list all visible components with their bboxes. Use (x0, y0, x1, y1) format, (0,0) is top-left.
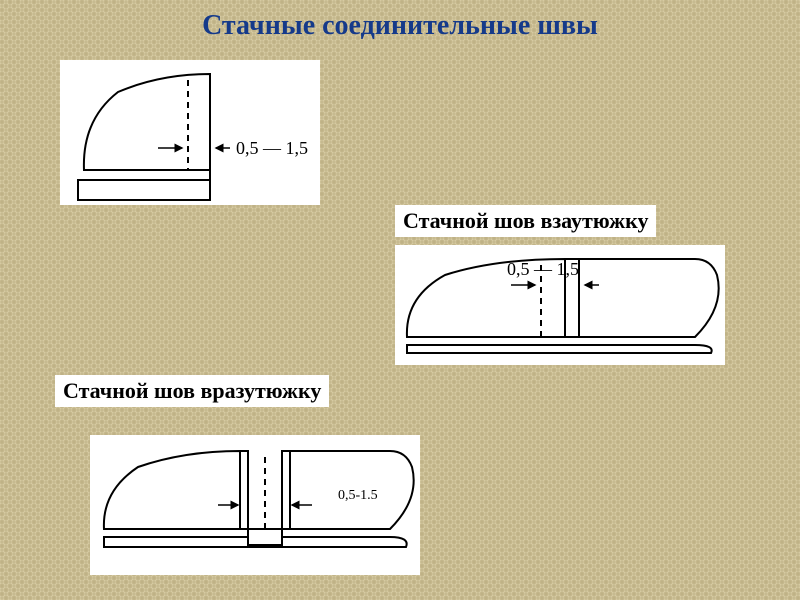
diagram-seam-vrazutyuzhku: 0,5-1.5 (90, 435, 420, 575)
page-title: Стачные соединительные швы (0, 10, 800, 42)
dimension-text-3: 0,5-1.5 (338, 488, 378, 503)
dimension-text-2: 0,5 — 1,5 (507, 259, 579, 279)
label-vrazutyuzhku-text: Стачной шов вразутюжку (63, 378, 321, 403)
dimension-text-1: 0,5 — 1,5 (236, 138, 308, 158)
page-title-text: Стачные соединительные швы (202, 10, 598, 41)
diagram-seam-vzautyuzhku: 0,5 — 1,5 (395, 245, 725, 365)
label-vzautyuzhku: Стачной шов взаутюжку (395, 205, 656, 237)
diagram-basic-seam: 0,5 — 1,5 (60, 60, 320, 205)
label-vrazutyuzhku: Стачной шов вразутюжку (55, 375, 329, 407)
label-vzautyuzhku-text: Стачной шов взаутюжку (403, 208, 648, 233)
